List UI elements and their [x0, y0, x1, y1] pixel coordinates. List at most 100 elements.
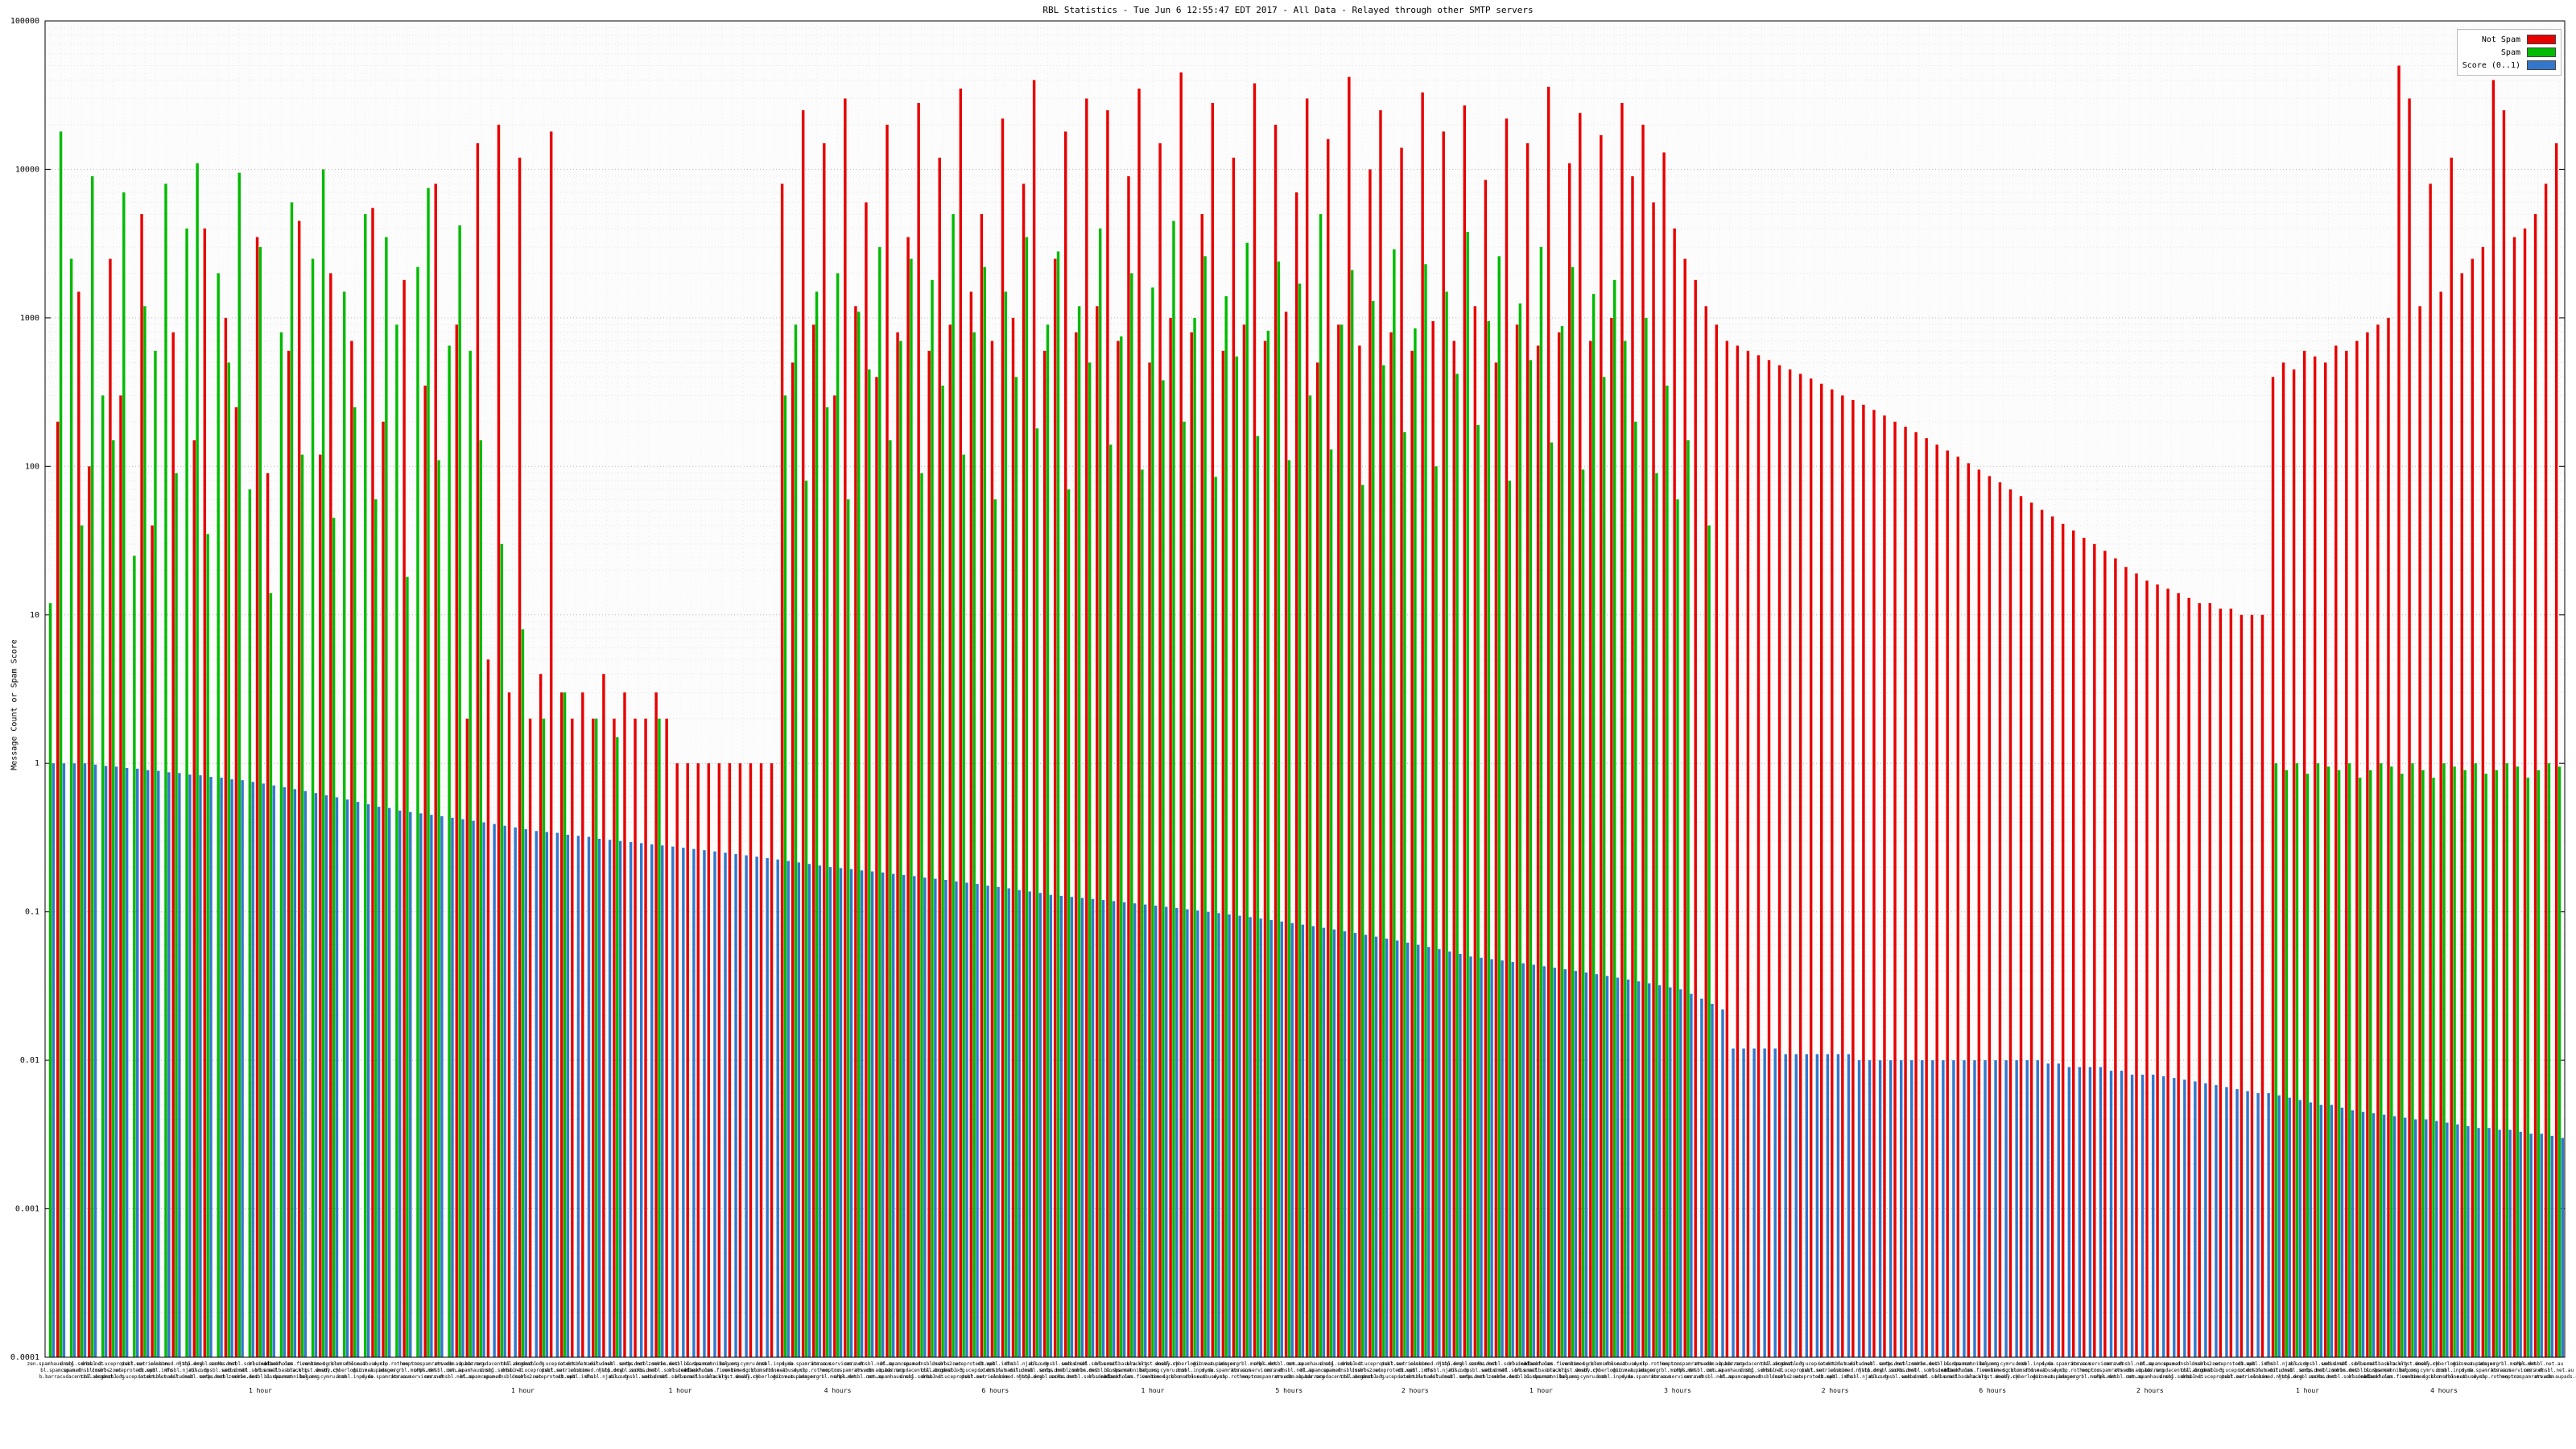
bar-not-spam [749, 763, 753, 1357]
bar-not-spam [560, 692, 564, 1357]
x-tick-label: dyna.spamrats.com [2461, 1368, 2511, 1373]
bar-spam [342, 291, 346, 1357]
bar-not-spam [2135, 573, 2138, 1357]
bar-not-spam [2145, 580, 2149, 1357]
bar-score [1186, 909, 1189, 1357]
bar-not-spam [2324, 362, 2327, 1357]
bar-not-spam [2439, 291, 2442, 1357]
bar-not-spam [602, 674, 605, 1357]
bar-score [1217, 913, 1220, 1357]
bar-score [934, 878, 937, 1357]
x-tick-label: zen.spamhaus.org [867, 1374, 914, 1380]
x-tick-label: dyna.spamrats.com [2041, 1361, 2091, 1367]
bar-score [1836, 1054, 1840, 1357]
bar-spam [332, 518, 336, 1357]
bar-score [2561, 1137, 2565, 1357]
bar-score [1721, 1009, 1724, 1357]
bar-spam [1613, 279, 1616, 1357]
bar-score [1563, 969, 1567, 1357]
bar-not-spam [1641, 124, 1645, 1357]
bar-spam [1602, 377, 1606, 1357]
bar-score [1542, 966, 1546, 1357]
bar-score [461, 819, 464, 1357]
bar-score [2372, 1113, 2376, 1357]
x-tick-label: misc.dnsbl.sorbs.net [189, 1368, 248, 1373]
bar-score [1532, 964, 1535, 1357]
x-tick-label: socks.dnsbl.sorbs.net [2309, 1374, 2370, 1380]
bar-score [1669, 987, 1672, 1357]
bar-score [1878, 1060, 1882, 1357]
x-period-label: 4 hours [824, 1387, 852, 1394]
bar-spam [1676, 499, 1679, 1357]
bar-not-spam [1852, 399, 1855, 1357]
bar-not-spam [686, 763, 689, 1357]
bar-score [2067, 1067, 2071, 1357]
bar-score [1763, 1048, 1766, 1357]
bar-score [377, 807, 381, 1357]
y-tick-label: 1 [35, 759, 39, 768]
bar-score [1973, 1060, 1976, 1357]
bar-spam [1172, 221, 1175, 1357]
bar-score [2151, 1075, 2155, 1357]
bar-not-spam [1736, 345, 1740, 1357]
bar-spam [1203, 256, 1207, 1357]
bar-not-spam [1925, 438, 1928, 1358]
bar-not-spam [780, 184, 784, 1357]
x-tick-label: korea.services.net [2491, 1368, 2544, 1373]
x-tick-label: dnsbl-1.uceprotect.net [1341, 1361, 1406, 1367]
x-tick-label: blacklist.woody.ch [2386, 1361, 2438, 1367]
x-tick-label: ix.dnsbl.manitu.net [978, 1368, 1034, 1373]
x-tick-label: combined.rbl.msrbl.net [2401, 1374, 2466, 1380]
bar-score [1290, 923, 1294, 1357]
x-tick-label: web.dnsbl.sorbs.net [222, 1368, 278, 1373]
bar-score [524, 829, 527, 1357]
bar-spam [279, 332, 283, 1357]
bar-score [503, 825, 506, 1357]
bar-score [419, 813, 423, 1357]
x-tick-label: bl.emailbasura.org [2355, 1361, 2407, 1367]
bar-score [692, 848, 696, 1357]
x-tick-label: blacklist.woody.ch [707, 1374, 759, 1380]
bar-score [1207, 911, 1210, 1357]
bar-spam [217, 273, 220, 1357]
x-tick-label: blacklist.woody.ch [1967, 1374, 2019, 1380]
bar-spam [1518, 303, 1522, 1357]
x-tick-label: misc.dnsbl.sorbs.net [2289, 1361, 2347, 1367]
bar-score [755, 857, 758, 1357]
bar-score [157, 770, 160, 1357]
x-tick-label: orvedb.aupads.org [1275, 1374, 1325, 1380]
bar-score [1805, 1054, 1809, 1357]
bar-not-spam [1505, 118, 1509, 1357]
bar-not-spam [423, 386, 427, 1357]
bar-not-spam [1809, 378, 1813, 1357]
bar-score [1899, 1060, 1903, 1357]
bar-score [2425, 1119, 2428, 1357]
bar-not-spam [1872, 410, 1876, 1358]
bar-not-spam [528, 718, 532, 1357]
y-tick-label: 100 [25, 462, 39, 471]
bar-spam [395, 324, 398, 1357]
x-tick-label: orvedb.aupads.org [2535, 1374, 2576, 1380]
bar-spam [594, 718, 598, 1357]
x-tick-label: orvedb.aupads.org [2115, 1368, 2165, 1373]
x-tick-label: socks.dnsbl.sorbs.net [629, 1368, 690, 1373]
bar-not-spam [350, 341, 353, 1357]
x-tick-label: dnsbl-3.uceprotect.net [102, 1374, 167, 1380]
bar-spam [941, 386, 944, 1357]
bar-spam [206, 534, 209, 1357]
x-tick-label: web.dnsbl.sorbs.net [2322, 1361, 2377, 1367]
bar-score [849, 869, 853, 1357]
bar-spam [804, 481, 808, 1358]
x-tick-label: bogons.cymru.com [1979, 1361, 2026, 1367]
x-period-label: 1 hour [249, 1387, 272, 1394]
bar-not-spam [234, 407, 238, 1357]
bar-score [114, 766, 118, 1357]
bar-not-spam [1893, 421, 1897, 1357]
bar-score [944, 880, 947, 1357]
bar-spam [1361, 485, 1364, 1357]
x-tick-label: dul.dnsbl.sorbs.net [1009, 1368, 1065, 1373]
bar-score [2550, 1135, 2553, 1357]
bar-spam [2505, 763, 2508, 1357]
bar-spam [1277, 261, 1281, 1357]
